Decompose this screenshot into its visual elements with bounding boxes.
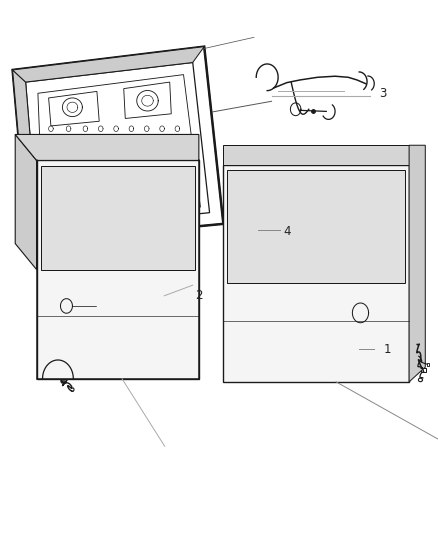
Text: 3: 3 xyxy=(380,87,387,100)
Polygon shape xyxy=(15,134,36,270)
Text: 2: 2 xyxy=(195,289,203,302)
Polygon shape xyxy=(47,194,93,220)
Text: 4: 4 xyxy=(283,225,291,238)
Bar xyxy=(421,368,426,372)
Polygon shape xyxy=(133,191,171,219)
Polygon shape xyxy=(13,46,223,243)
Polygon shape xyxy=(223,145,409,165)
Polygon shape xyxy=(13,46,204,82)
Text: 1: 1 xyxy=(384,343,392,356)
Polygon shape xyxy=(223,165,409,382)
Polygon shape xyxy=(15,134,199,160)
Polygon shape xyxy=(13,70,38,243)
Bar xyxy=(427,362,429,366)
Polygon shape xyxy=(227,170,405,284)
Polygon shape xyxy=(409,145,425,382)
Polygon shape xyxy=(41,166,194,270)
Polygon shape xyxy=(36,160,199,378)
